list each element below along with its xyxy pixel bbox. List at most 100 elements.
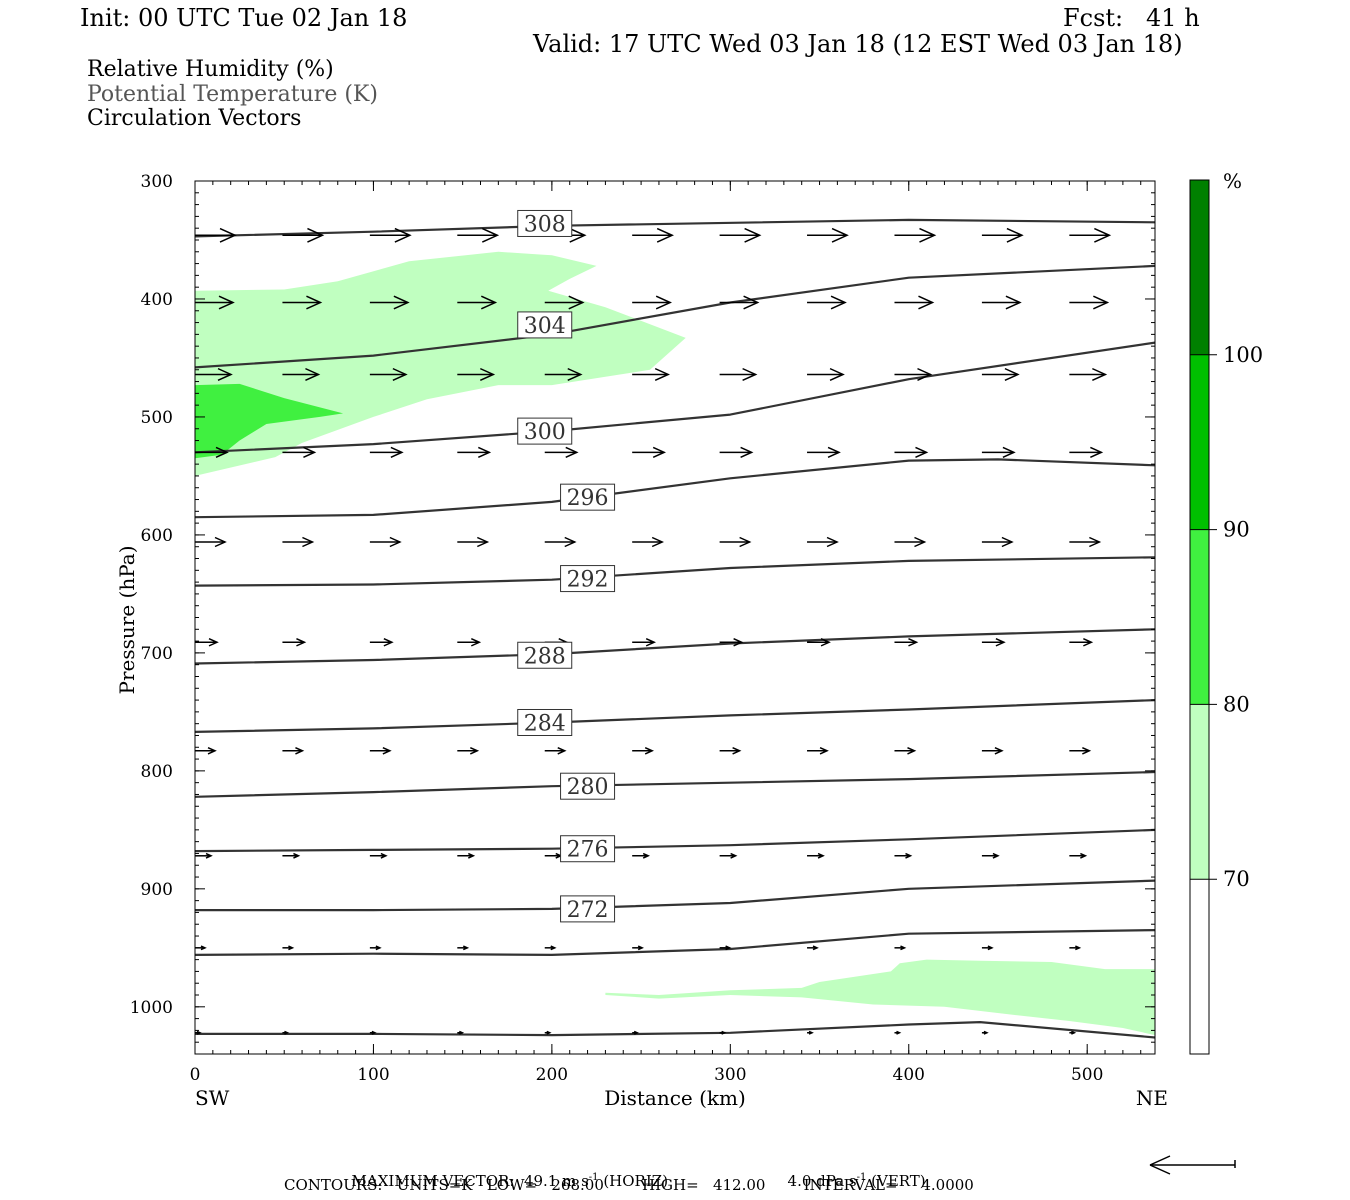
init-time: Init: 00 UTC Tue 02 Jan 18	[80, 4, 408, 32]
vector-arrow	[719, 446, 754, 458]
vector-arrow	[894, 637, 919, 647]
theta-contour-284	[195, 699, 1155, 733]
field-theta-label: Potential Temperature (K)	[87, 82, 378, 107]
contour-label-296: 296	[567, 486, 609, 511]
colorbar-segment	[1190, 180, 1209, 355]
y-tick-label: 500	[141, 408, 173, 428]
vector-arrow	[457, 367, 496, 382]
vector-arrow	[807, 536, 839, 548]
y-tick-label: 800	[141, 762, 173, 782]
vector-arrow	[632, 295, 673, 310]
vector-arrow	[981, 637, 1006, 647]
x-tick-label: 500	[1071, 1065, 1103, 1085]
vector-arrow	[544, 945, 557, 951]
contour-label-284: 284	[524, 711, 566, 736]
vector-arrow	[1069, 945, 1082, 951]
contour-label-308: 308	[524, 212, 566, 237]
x-tick-label: 200	[536, 1065, 568, 1085]
theta-contour-296	[195, 458, 1155, 519]
vector-arrow	[195, 295, 235, 310]
contour-label-276: 276	[567, 838, 609, 863]
contour-label-288: 288	[524, 644, 566, 669]
axes: 300 400 500 600 700 800 900 1000 0 100 200 300 400 50…	[130, 172, 1155, 1085]
contours-info: CONTOURS: UNITS=K LOW= 268.00 HIGH= 412.…	[284, 1176, 974, 1194]
theta-contour-292	[195, 556, 1155, 587]
x-end-right: NE	[1136, 1086, 1168, 1110]
colorbar-unit: %	[1223, 169, 1242, 193]
vector-arrow	[719, 1030, 727, 1035]
vector-arrow	[981, 1030, 989, 1035]
colorbar-level-label: 70	[1223, 867, 1250, 891]
vector-arrow	[282, 367, 321, 382]
max-horiz: 49.1 m s	[523, 1172, 589, 1190]
colorbar-segment	[1190, 354, 1209, 530]
contour-label-box-272	[560, 895, 616, 923]
contour-label-box-304	[517, 311, 573, 339]
vector-arrow	[632, 852, 651, 859]
contour-label-box-276	[560, 835, 616, 863]
valid-time: Valid: 17 UTC Wed 03 Jan 18 (12 EST Wed …	[533, 30, 1183, 58]
vector-arrow	[1069, 852, 1088, 859]
colorbar-segment	[1190, 529, 1209, 705]
max-vector-line: MAXIMUM VECTOR: 49.1 m s-1 (HORIZ)	[342, 1158, 669, 1190]
x-tick-label: 400	[893, 1065, 925, 1085]
vector-arrow	[632, 227, 675, 243]
colorbar-level-label: 90	[1223, 518, 1250, 542]
vector-arrow	[981, 295, 1022, 310]
vector-arrow	[632, 367, 671, 382]
vector-arrow	[195, 637, 219, 647]
vector-arrow	[369, 295, 410, 310]
vector-arrow	[719, 945, 732, 951]
y-tick-label: 700	[141, 644, 173, 664]
contour-label-300: 300	[524, 420, 566, 445]
vert-unit: (VERT)	[871, 1172, 926, 1190]
theta-contour-288	[195, 628, 1155, 665]
vector-arrow	[195, 227, 237, 243]
contour-label-box-292	[560, 565, 616, 593]
vector-arrow	[807, 227, 849, 243]
vector-arrow	[894, 852, 913, 859]
y-axis-label: Pressure (hPa)	[115, 546, 139, 695]
contour-label-box-284	[517, 708, 573, 736]
vector-arrow	[1069, 536, 1102, 548]
vector-arrow	[282, 746, 305, 755]
vector-arrow	[632, 1030, 640, 1035]
colorbar: 70 80 90 100	[1189, 179, 1263, 1055]
vector-arrow	[195, 367, 233, 382]
rh-region-1	[605, 959, 1155, 1036]
vector-arrow	[807, 446, 841, 458]
vector-arrow	[894, 227, 937, 243]
theta-contour-272	[195, 879, 1155, 912]
x-axis-label: Distance (km)	[604, 1086, 746, 1110]
theta-contour-304	[195, 264, 1155, 369]
vector-arrow	[981, 367, 1020, 382]
contour-label-box-300	[517, 417, 573, 445]
vector-arrow	[544, 536, 577, 548]
vector-arrow	[1069, 227, 1112, 243]
vector-arrow	[981, 852, 1000, 859]
horiz-exp: -1	[588, 1172, 599, 1183]
theta-contour-300	[195, 341, 1155, 454]
vector-arrow	[1069, 637, 1094, 647]
vector-arrow	[195, 536, 227, 548]
vector-arrow	[1069, 367, 1108, 382]
vector-arrow	[632, 536, 665, 548]
vector-arrow	[544, 852, 563, 859]
vector-arrow	[282, 852, 301, 859]
max-vert: 4.0 dPa s	[787, 1172, 857, 1190]
rh-region-0	[195, 251, 686, 476]
theta-contour-unlabeled-11	[195, 1020, 1155, 1039]
vector-arrow	[544, 367, 583, 382]
max-vector-label: MAXIMUM VECTOR:	[351, 1172, 515, 1190]
vector-arrow	[195, 446, 229, 458]
colorbar-frame	[1189, 179, 1210, 1055]
vector-arrow	[457, 227, 500, 243]
vector-arrow	[894, 367, 933, 382]
y-tick-label: 900	[141, 880, 173, 900]
forecast-hour: Fcst: 41 h	[1063, 4, 1200, 32]
x-tick-label: 100	[357, 1065, 389, 1085]
x-end-left: SW	[195, 1086, 230, 1110]
vector-arrow	[195, 1030, 202, 1035]
vector-arrow	[719, 367, 758, 382]
vector-arrow	[807, 637, 831, 647]
